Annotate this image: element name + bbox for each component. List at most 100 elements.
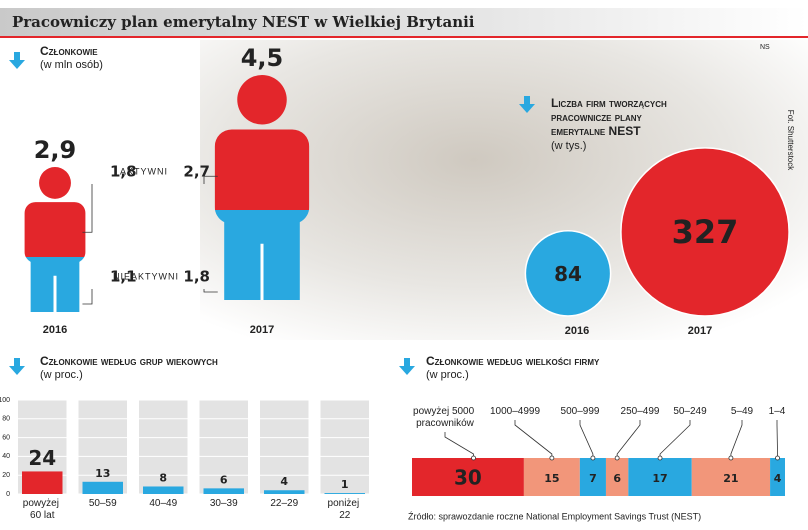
bubble	[620, 147, 790, 317]
y-tick-label: 40	[2, 453, 10, 460]
y-tick-label: 100	[0, 397, 10, 404]
y-tick-label: 20	[2, 472, 10, 479]
active-label: 1,8	[110, 163, 137, 181]
segment	[412, 458, 524, 496]
bar	[264, 490, 305, 494]
column-bg	[199, 400, 248, 494]
inactive-label: 1,8	[183, 268, 210, 286]
segment-label: 21	[723, 472, 738, 485]
x-tick-label: 50–59	[89, 498, 117, 509]
total-label: 4,5	[241, 44, 284, 72]
segment-label: 4	[774, 472, 782, 485]
legend-active: AKTYWNI	[120, 166, 168, 176]
column-bg	[260, 400, 309, 494]
leader	[444, 432, 474, 458]
section-title: Członkowie według grup wiekowych	[40, 354, 218, 368]
category-label: 250–499	[621, 406, 660, 417]
year-label: 2016	[43, 324, 67, 336]
active-part	[24, 167, 86, 257]
value-label: 8	[159, 471, 167, 484]
bubble-label: 84	[554, 262, 582, 286]
section-title: Członkowie według wielkości firmy	[426, 354, 600, 368]
category-label: 5–49	[731, 406, 754, 417]
leader	[514, 420, 553, 458]
section-subtitle: (w proc.)	[426, 369, 469, 381]
active-label: 2,7	[183, 163, 210, 181]
leader	[82, 289, 93, 305]
bar	[203, 488, 244, 494]
leader-dot	[657, 455, 663, 461]
section-title: Liczba firm tworzących pracownicze plany…	[551, 96, 670, 138]
y-tick-label: 0	[6, 491, 10, 498]
x-tick-label: 22–29	[270, 498, 298, 509]
category-label: 1–4	[769, 406, 786, 417]
value-label: 13	[95, 467, 110, 480]
icons	[9, 52, 535, 375]
section-subtitle: (w tys.)	[551, 140, 586, 152]
segment-label: 17	[652, 472, 667, 485]
legend-inactive: NIEAKTYWNI	[113, 271, 179, 281]
bar	[82, 481, 123, 494]
section-subtitle: (w proc.)	[40, 369, 83, 381]
column-bg	[139, 400, 188, 494]
x-tick-label: 30–39	[210, 498, 238, 509]
bar	[22, 471, 63, 494]
value-label: 1	[341, 478, 349, 491]
leader	[730, 420, 743, 458]
bar	[324, 493, 365, 494]
leader-dot	[728, 455, 734, 461]
category-label: 50–249	[673, 406, 707, 417]
segment-label: 7	[589, 472, 597, 485]
section-title: Członkowie	[40, 44, 98, 58]
section-subtitle: (w mln osób)	[40, 59, 103, 71]
leader-dot	[614, 455, 620, 461]
segment	[770, 458, 785, 496]
leader	[82, 184, 93, 233]
leader-dot	[471, 455, 476, 461]
header-band	[0, 8, 808, 38]
category-label: 1000–4999	[490, 406, 540, 417]
value-label: 4	[280, 475, 288, 488]
leader	[776, 420, 778, 458]
leader-dot	[775, 455, 780, 461]
value-label: 6	[220, 473, 228, 486]
segment	[579, 458, 606, 496]
value-label: 24	[28, 446, 56, 470]
bubble-label: 327	[672, 213, 739, 251]
x-tick-label: powyżej 60 lat	[23, 498, 62, 521]
leader	[579, 420, 594, 458]
header-rule	[0, 36, 808, 38]
year-label: 2017	[688, 325, 712, 337]
source: Źródło: sprawozdanie roczne National Emp…	[408, 511, 701, 521]
tag: NS	[760, 44, 770, 51]
category-label: 500–999	[561, 406, 600, 417]
segment	[691, 458, 771, 496]
leader	[659, 420, 691, 458]
leader	[203, 175, 218, 184]
x-tick-label: 40–49	[149, 498, 177, 509]
segment-label: 15	[544, 472, 559, 485]
column-bg	[320, 400, 369, 494]
leader	[616, 420, 641, 458]
photo-credit: Fot. Shutterstock	[786, 110, 795, 171]
column-bg	[78, 400, 127, 494]
total-label: 2,9	[34, 136, 77, 164]
segment-label: 30	[454, 466, 482, 490]
leader-dot	[549, 455, 555, 461]
x-tick-label: poniżej 22	[328, 498, 362, 521]
leader-dot	[590, 455, 596, 461]
year-label: 2016	[565, 325, 589, 337]
leader	[203, 289, 218, 293]
segment	[628, 458, 692, 496]
segment	[523, 458, 580, 496]
title: Pracowniczy plan emerytalny NEST w Wielk…	[12, 13, 475, 31]
inactive-label: 1,1	[110, 268, 137, 286]
year-label: 2017	[250, 324, 274, 336]
y-tick-label: 80	[2, 416, 10, 423]
y-tick-label: 60	[2, 434, 10, 441]
bubble	[524, 230, 612, 317]
bar	[143, 486, 184, 494]
segment	[605, 458, 629, 496]
segment-label: 6	[613, 472, 621, 485]
